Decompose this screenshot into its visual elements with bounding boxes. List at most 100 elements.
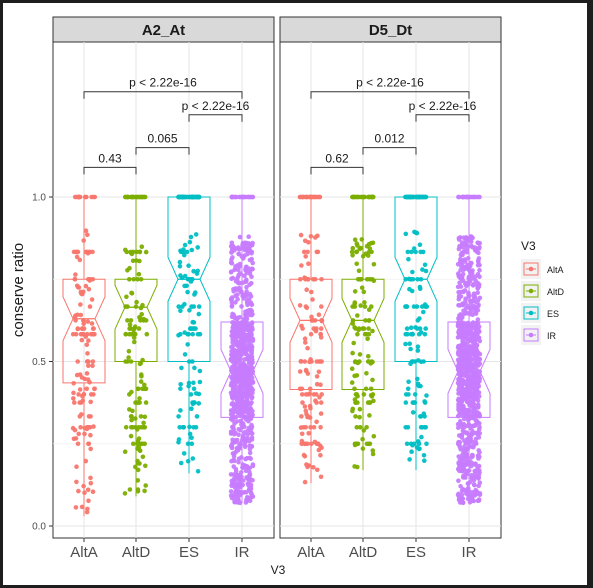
data-point (357, 352, 363, 357)
data-point (475, 262, 481, 268)
data-point (240, 482, 245, 488)
data-point (350, 350, 355, 356)
data-point (250, 365, 255, 371)
data-point (414, 445, 420, 450)
data-point (142, 382, 147, 388)
data-point (89, 321, 95, 326)
data-point (90, 363, 95, 369)
data-point (243, 439, 248, 445)
data-point (467, 263, 473, 269)
box-IR (220, 194, 264, 506)
y-axis-title: conserve ratio (10, 243, 27, 337)
data-point (460, 252, 465, 257)
data-point (131, 277, 136, 282)
data-point (193, 425, 199, 430)
data-point (467, 443, 472, 449)
data-point (458, 267, 463, 273)
data-point (195, 469, 201, 474)
data-point (460, 386, 465, 392)
data-point (316, 312, 322, 318)
data-point (83, 228, 89, 233)
data-point (470, 385, 475, 390)
data-point (235, 296, 240, 302)
data-point (246, 241, 252, 247)
data-point (318, 359, 323, 364)
data-point (309, 441, 314, 447)
data-point (465, 339, 471, 345)
data-point (243, 324, 248, 329)
data-point (405, 249, 411, 255)
data-point (464, 456, 470, 462)
legend-box-swatch (523, 306, 539, 320)
data-point (466, 350, 472, 356)
data-point (247, 469, 252, 475)
data-point (304, 287, 310, 293)
legend-point-swatch (528, 288, 534, 294)
data-point (476, 282, 482, 287)
data-point (412, 400, 418, 405)
data-point (190, 456, 196, 461)
data-point (231, 312, 237, 318)
data-point (233, 278, 239, 284)
data-point (188, 234, 194, 240)
data-point (247, 356, 252, 362)
data-point (318, 400, 324, 405)
data-point (475, 317, 481, 322)
data-point (229, 276, 234, 282)
data-point (143, 483, 148, 488)
data-point (180, 304, 185, 309)
data-point (230, 320, 235, 325)
data-point (250, 494, 256, 499)
data-point (367, 400, 373, 405)
data-point (88, 432, 93, 438)
data-point (307, 415, 313, 420)
data-point (472, 482, 477, 488)
legend-box-swatch (523, 262, 539, 276)
data-point (196, 311, 202, 317)
data-point (465, 399, 471, 405)
data-point (318, 453, 323, 458)
data-point (411, 246, 417, 251)
data-point (240, 240, 246, 246)
data-point (127, 407, 132, 412)
data-point (189, 406, 194, 412)
legend-point-swatch (528, 310, 534, 316)
data-point (230, 255, 235, 260)
data-point (475, 298, 481, 303)
data-point (462, 444, 467, 449)
data-point (126, 355, 131, 360)
data-point (123, 194, 128, 200)
data-point (238, 419, 244, 425)
data-point (368, 386, 374, 392)
data-point (187, 326, 193, 331)
data-point (71, 396, 76, 401)
data-point (319, 277, 324, 282)
data-point (465, 485, 471, 491)
data-point (190, 319, 195, 325)
data-point (459, 488, 465, 494)
data-point (196, 391, 202, 397)
data-point (233, 439, 238, 445)
data-point (243, 264, 249, 270)
data-point (178, 273, 183, 278)
data-point (133, 416, 138, 421)
data-point (86, 363, 91, 369)
data-point (228, 493, 234, 498)
comparison-label: 0.012 (374, 132, 404, 146)
data-point (80, 331, 85, 337)
data-point (461, 421, 467, 427)
data-point (233, 466, 239, 472)
data-point (409, 449, 414, 455)
data-point (133, 464, 138, 470)
data-point (364, 371, 369, 376)
data-point (138, 277, 144, 282)
data-point (76, 392, 81, 397)
data-point (422, 400, 428, 405)
data-point (190, 194, 195, 200)
data-point (409, 249, 414, 255)
data-point (410, 442, 415, 448)
data-point (244, 284, 249, 290)
comparison-bracket (362, 147, 417, 155)
data-point (403, 231, 409, 237)
data-point (140, 302, 145, 308)
